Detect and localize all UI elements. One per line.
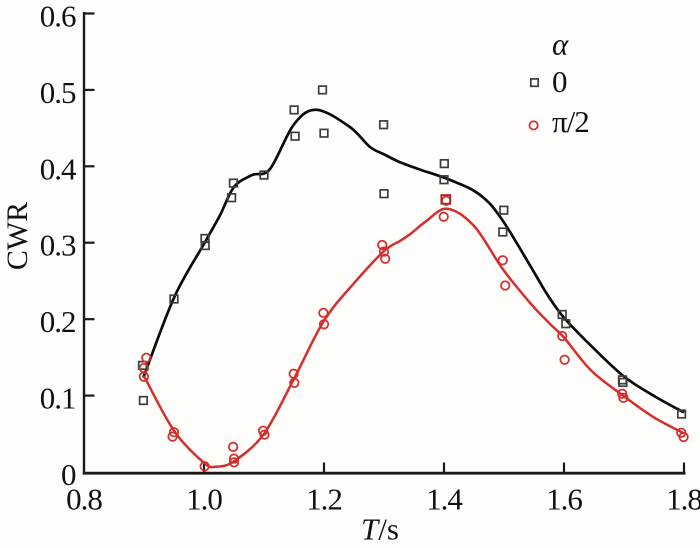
svg-text:1.6: 1.6 — [546, 482, 582, 517]
svg-text:CWR: CWR — [1, 202, 34, 270]
svg-text:1.0: 1.0 — [186, 482, 222, 517]
svg-text:T/s: T/s — [361, 512, 399, 547]
svg-text:0.2: 0.2 — [40, 304, 76, 339]
svg-text:0.6: 0.6 — [40, 0, 76, 34]
svg-text:0.5: 0.5 — [40, 75, 76, 110]
svg-text:0.3: 0.3 — [40, 228, 76, 263]
svg-text:1.2: 1.2 — [306, 482, 342, 517]
svg-text:0.4: 0.4 — [40, 151, 77, 186]
svg-text:0.1: 0.1 — [40, 381, 76, 416]
svg-text:π/2: π/2 — [552, 104, 589, 139]
svg-text:1.4: 1.4 — [426, 482, 463, 517]
svg-text:0.8: 0.8 — [66, 482, 102, 517]
svg-text:α: α — [552, 27, 569, 62]
svg-text:0: 0 — [61, 457, 76, 492]
svg-text:0: 0 — [552, 64, 568, 99]
svg-text:1.8: 1.8 — [666, 482, 700, 517]
